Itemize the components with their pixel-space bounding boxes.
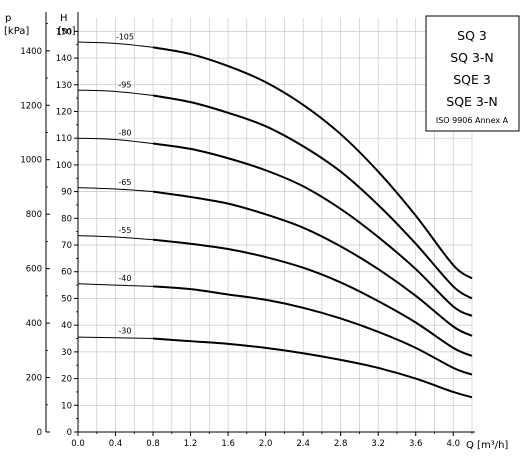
grid: [78, 18, 473, 432]
curve-thin-segment: [77, 89, 154, 96]
curve-thick-segment: [152, 142, 473, 317]
curve-thick-segment: [152, 46, 473, 280]
curve-label: -105: [116, 32, 134, 41]
h-tick-label: 40: [61, 321, 72, 331]
curve-thin-segment: [77, 336, 154, 340]
p-tick-label: 1000: [20, 156, 42, 166]
q-tick-label: 3.6: [409, 439, 423, 449]
p-tick-label: 800: [26, 210, 42, 220]
p-tick-label: 600: [26, 265, 42, 275]
p-axis-symbol: p: [5, 13, 11, 24]
h-tick-label: 30: [61, 348, 72, 358]
p-tick-label: 1200: [20, 101, 42, 111]
p-tick-label: 1400: [20, 47, 42, 57]
legend-frame: [425, 15, 520, 132]
legend-box: SQ 3 SQ 3-N SQE 3 SQE 3-N ISO 9906 Annex…: [425, 15, 520, 132]
q-tick-label: 3.2: [371, 439, 385, 449]
h-tick-label: 10: [61, 401, 72, 411]
curve-label: -95: [118, 80, 131, 89]
curve-thick-segment: [152, 337, 473, 399]
h-tick-label: 130: [56, 81, 72, 91]
curve-label: -65: [118, 178, 131, 187]
q-tick-label: 1.2: [184, 439, 198, 449]
legend-line-2: SQ 3-N: [450, 50, 494, 65]
h-tick-label: 90: [61, 188, 72, 198]
h-axis-symbol: H: [60, 13, 68, 24]
h-tick-label: 70: [61, 241, 72, 251]
h-axis-unit: [m]: [58, 26, 76, 37]
curve-thick-segment: [152, 190, 473, 337]
curve-label: -80: [118, 129, 131, 138]
tick-labels: 0 10 20 30 40 50 60 70 80 90 100 110 120 130 140 150 0 20…: [20, 27, 460, 449]
p-tick-label: 0: [37, 428, 42, 438]
curve-thin-segment: [77, 137, 154, 145]
h-tick-label: 60: [61, 268, 72, 278]
legend-line-1: SQ 3: [457, 28, 487, 43]
q-axis-label: Q [m³/h]: [466, 440, 508, 451]
q-tick-label: 1.6: [221, 439, 235, 449]
curve-thin-segment: [77, 41, 154, 48]
curve-thin-segment: [77, 187, 154, 193]
curve-thin-segment: [77, 235, 154, 241]
h-tick-label: 120: [56, 107, 72, 117]
curves: [77, 41, 473, 399]
h-tick-label: 50: [61, 294, 72, 304]
curve-thick-segment: [152, 94, 473, 300]
h-tick-label: 110: [56, 134, 72, 144]
curve-thick-segment: [152, 285, 473, 376]
curve-label: -55: [118, 226, 131, 235]
h-tick-label: 150: [56, 27, 72, 37]
h-tick-label: 0: [67, 428, 72, 438]
p-tick-label: 200: [26, 374, 42, 384]
p-axis-unit: [kPa]: [4, 26, 29, 37]
h-tick-label: 80: [61, 214, 72, 224]
legend-note: ISO 9906 Annex A: [436, 116, 509, 125]
curve-thick-segment: [152, 238, 473, 357]
legend-line-4: SQE 3-N: [446, 94, 497, 109]
curve-label: -30: [118, 327, 131, 336]
q-tick-label: 2.8: [334, 439, 348, 449]
q-tick-label: 0.8: [146, 439, 160, 449]
h-tick-label: 140: [56, 54, 72, 64]
q-tick-label: 0.4: [109, 439, 123, 449]
axes: [45, 12, 475, 436]
legend-line-3: SQE 3: [453, 72, 491, 87]
curve-label: -40: [118, 274, 131, 283]
q-tick-label: 4.0: [446, 439, 460, 449]
q-tick-label: 0.0: [71, 439, 85, 449]
h-tick-label: 20: [61, 375, 72, 385]
curve-labels: -105 -95 -80 -65 -55 -40 -30: [116, 32, 134, 335]
p-tick-label: 400: [26, 319, 42, 329]
q-tick-label: 2.0: [259, 439, 273, 449]
curve-thin-segment: [77, 283, 154, 287]
q-tick-label: 2.4: [296, 439, 310, 449]
h-tick-label: 100: [56, 161, 72, 171]
